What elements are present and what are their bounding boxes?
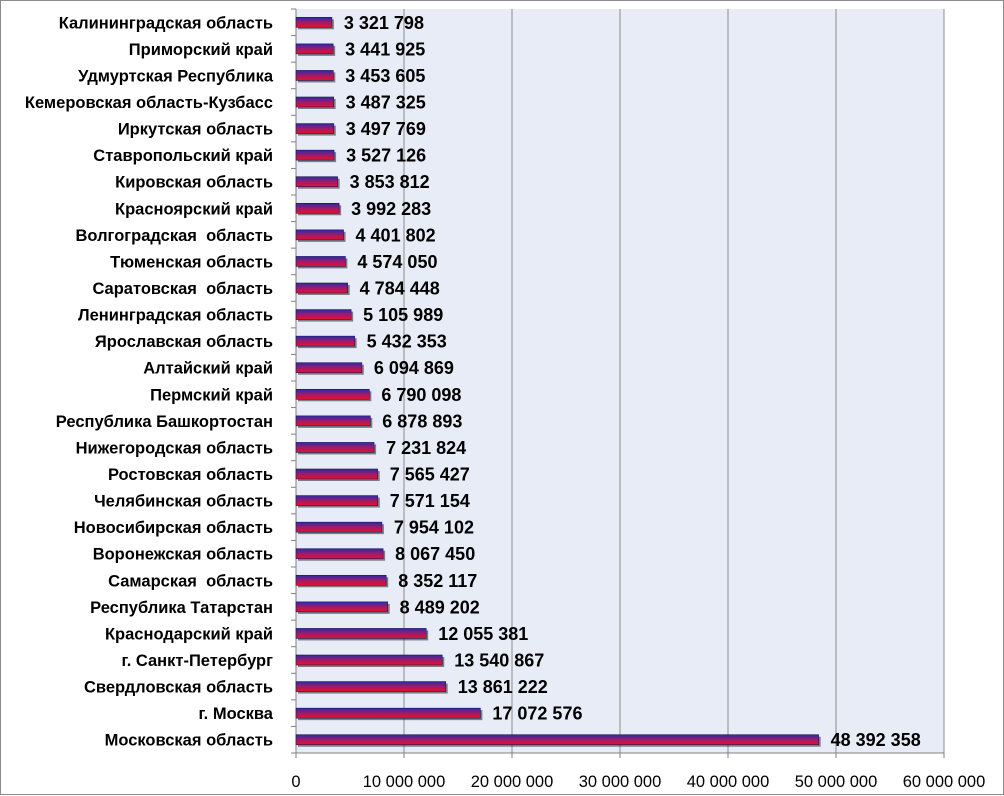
category-label: Ленинградская область bbox=[78, 307, 273, 325]
bar bbox=[295, 229, 344, 241]
bar bbox=[295, 176, 338, 188]
value-label: 3 497 769 bbox=[346, 119, 426, 139]
bar bbox=[295, 70, 334, 81]
bar bbox=[295, 468, 379, 480]
category-label: г. Санкт-Петербург bbox=[121, 652, 273, 670]
category-label: г. Москва bbox=[198, 705, 273, 723]
bar bbox=[295, 149, 335, 161]
value-label: 13 861 222 bbox=[458, 677, 548, 697]
x-tick-label: 30 000 000 bbox=[579, 773, 662, 791]
value-label: 3 441 925 bbox=[345, 39, 425, 59]
value-label: 3 487 325 bbox=[346, 93, 426, 113]
value-label: 4 574 050 bbox=[357, 252, 437, 272]
category-label: Ставропольский край bbox=[93, 147, 273, 165]
bar bbox=[295, 123, 335, 134]
value-label: 13 540 867 bbox=[454, 651, 544, 671]
value-label: 48 392 358 bbox=[831, 730, 921, 750]
bar bbox=[295, 335, 355, 347]
bar bbox=[295, 442, 375, 453]
value-label: 6 790 098 bbox=[381, 385, 461, 405]
x-tick-label: 60 000 000 bbox=[903, 773, 986, 791]
bar bbox=[295, 96, 334, 108]
value-label: 6 878 893 bbox=[382, 411, 462, 431]
category-label: Алтайский край bbox=[143, 360, 273, 378]
x-tick-label: 10 000 000 bbox=[363, 773, 446, 791]
x-tick-label: 0 bbox=[291, 773, 300, 791]
category-label: Калининградская область bbox=[59, 14, 273, 32]
value-label: 17 072 576 bbox=[492, 704, 582, 724]
category-label: Красноярский край bbox=[115, 200, 273, 218]
bar bbox=[295, 282, 348, 294]
value-label: 8 067 450 bbox=[395, 544, 475, 564]
value-label: 5 432 353 bbox=[367, 332, 447, 352]
value-label: 12 055 381 bbox=[438, 624, 528, 644]
category-label: Свердловская область bbox=[84, 679, 273, 697]
category-label: Воронежская область bbox=[93, 546, 273, 564]
category-label: Пермский край bbox=[150, 386, 273, 404]
category-label: Нижегородская область bbox=[76, 439, 273, 457]
category-label: Ярославская область bbox=[95, 333, 273, 351]
value-label: 5 105 989 bbox=[363, 305, 443, 325]
bar bbox=[295, 601, 388, 613]
category-label: Ростовская область bbox=[108, 466, 273, 484]
category-label: Кировская область bbox=[115, 174, 273, 192]
category-label: Самарская область bbox=[108, 572, 273, 590]
bar bbox=[295, 548, 384, 560]
category-label: Волгоградская область bbox=[75, 227, 273, 245]
category-label: Тюменская область bbox=[110, 253, 273, 271]
category-label: Иркутская область bbox=[118, 121, 273, 139]
category-label: Республика Татарстан bbox=[90, 599, 273, 617]
value-label: 6 094 869 bbox=[374, 358, 454, 378]
value-label: 7 231 824 bbox=[386, 438, 466, 458]
bar bbox=[295, 628, 427, 639]
bar bbox=[295, 362, 363, 374]
value-label: 4 784 448 bbox=[360, 279, 440, 299]
bar bbox=[295, 202, 340, 214]
value-label: 7 565 427 bbox=[390, 465, 470, 485]
value-label: 7 954 102 bbox=[394, 518, 474, 538]
value-label: 3 853 812 bbox=[350, 172, 430, 192]
bar bbox=[295, 574, 387, 586]
category-label: Саратовская область bbox=[92, 280, 273, 298]
value-label: 3 527 126 bbox=[346, 146, 426, 166]
value-label: 8 352 117 bbox=[398, 571, 477, 591]
category-label: Удмуртская Республика bbox=[78, 67, 274, 85]
bar bbox=[295, 734, 819, 746]
value-label: 7 571 154 bbox=[390, 491, 470, 511]
bar bbox=[295, 415, 371, 427]
bar bbox=[295, 388, 370, 400]
bar bbox=[295, 654, 443, 666]
category-label: Приморский край bbox=[129, 41, 273, 59]
bar bbox=[295, 16, 333, 28]
x-tick-label: 40 000 000 bbox=[687, 773, 770, 791]
x-tick-label: 50 000 000 bbox=[795, 773, 878, 791]
x-tick-label: 20 000 000 bbox=[471, 773, 554, 791]
category-label: Челябинская область bbox=[94, 493, 273, 511]
value-label: 3 453 605 bbox=[345, 66, 425, 86]
value-label: 3 321 798 bbox=[344, 13, 424, 33]
bar bbox=[295, 495, 379, 506]
bar bbox=[295, 521, 383, 533]
category-label: Новосибирская область bbox=[74, 519, 273, 537]
category-label: Республика Башкортостан bbox=[56, 413, 273, 431]
category-label: Московская область bbox=[105, 732, 273, 750]
category-label: Кемеровская область-Кузбасс bbox=[25, 94, 273, 112]
bar bbox=[295, 309, 352, 320]
value-label: 3 992 283 bbox=[351, 199, 431, 219]
category-label: Краснодарский край bbox=[105, 625, 273, 643]
bar bbox=[295, 256, 346, 267]
bar bbox=[295, 707, 481, 719]
bar bbox=[295, 681, 447, 692]
bar bbox=[295, 43, 334, 55]
value-label: 8 489 202 bbox=[400, 597, 480, 617]
value-label: 4 401 802 bbox=[356, 225, 436, 245]
